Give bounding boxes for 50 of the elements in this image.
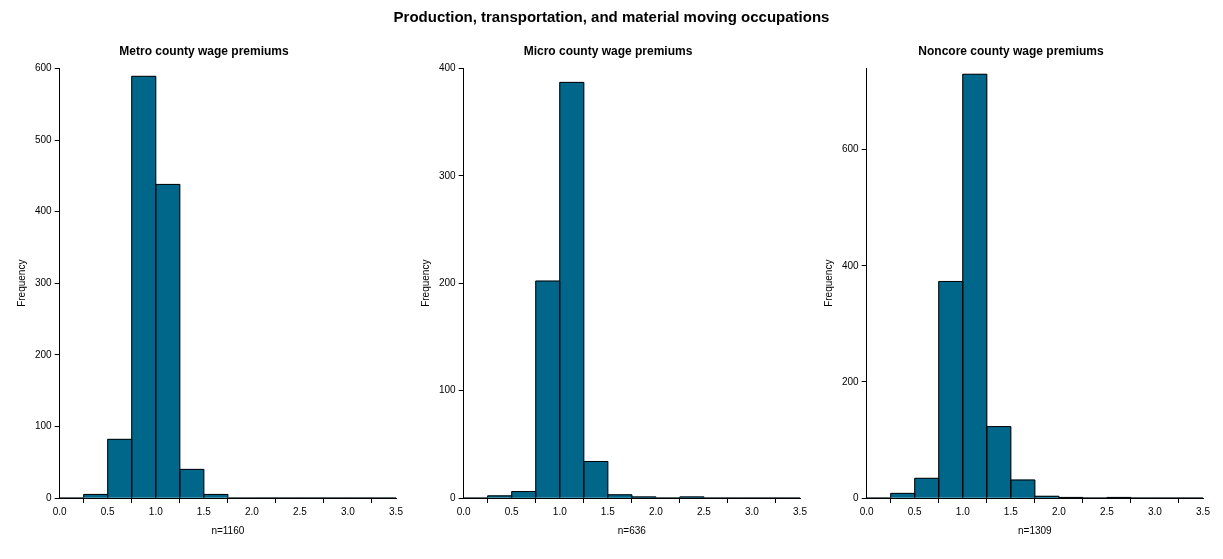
y-axis-title: Frequency [419,259,431,307]
y-axis-title: Frequency [15,259,27,307]
x-tick-label: 1.0 [148,505,164,517]
y-tick-label: 200 [35,348,53,360]
x-tick-label: 1.5 [1003,505,1019,517]
x-tick-label: 2.0 [648,505,663,517]
y-tick-label: 400 [438,62,456,74]
x-tick-label: 3.5 [792,505,807,517]
x-tick-label: 0.5 [504,505,519,517]
y-tick-label: 100 [438,384,456,396]
y-tick-label: 100 [35,420,53,432]
x-tick-label: 2.0 [244,505,260,517]
x-tick-label: 3.0 [744,505,759,517]
x-axis-title: n=1309 [1018,524,1053,536]
y-tick-label: 0 [853,491,860,503]
x-tick-label: 0.5 [100,505,116,517]
y-tick-label: 300 [438,169,456,181]
y-tick-label: 0 [449,491,456,503]
x-tick-label: 1.5 [196,505,212,517]
y-tick-label: 600 [842,143,860,155]
y-tick-label: 400 [842,259,860,271]
x-tick-label: 2.5 [696,505,711,517]
x-tick-label: 2.5 [292,505,308,517]
text: Production, transportation, and material moving occupations [393,8,830,25]
y-tick-label: 400 [35,205,53,217]
x-tick-label: 3.0 [1148,505,1163,517]
x-tick-label: 3.5 [389,505,404,517]
x-axis-title: n=1160 [211,524,245,536]
y-tick-label: 200 [842,375,860,387]
x-axis-title: n=636 [617,524,646,536]
x-tick-label: 0.0 [859,505,875,517]
x-tick-label: 0.5 [907,505,923,517]
x-tick-label: 0.0 [456,505,471,517]
y-tick-label: 0 [46,491,53,503]
y-axis-title: Frequency [822,259,834,307]
x-tick-label: 2.5 [1099,505,1115,517]
chart-title: Noncore county wage premiums [918,43,1105,58]
y-tick-label: 300 [35,276,53,288]
y-tick-label: 600 [35,62,53,74]
y-tick-label: 200 [438,276,456,288]
x-tick-label: 0.0 [52,505,68,517]
chart-title: Micro county wage premiums [523,43,693,58]
x-tick-label: 3.0 [341,505,356,517]
x-tick-label: 1.0 [552,505,567,517]
y-tick-label: 500 [35,133,53,145]
x-tick-label: 3.5 [1196,505,1211,517]
x-tick-label: 1.0 [955,505,971,517]
x-tick-label: 1.5 [600,505,615,517]
x-tick-label: 2.0 [1051,505,1067,517]
chart-title: Metro county wage premiums [119,43,289,58]
